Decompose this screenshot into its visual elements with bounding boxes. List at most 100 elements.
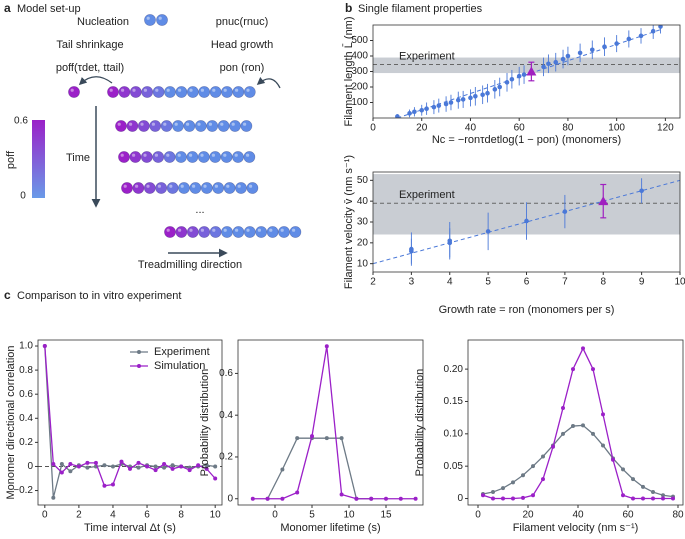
- point: [626, 36, 632, 42]
- series-point: [170, 463, 175, 468]
- monomer-shine: [235, 88, 239, 92]
- point: [460, 97, 466, 102]
- monomer-shine: [132, 153, 136, 157]
- monomer-shine: [70, 88, 74, 92]
- series-point: [250, 496, 255, 501]
- monomer: [152, 86, 165, 98]
- x-tick-label: 6: [144, 510, 150, 521]
- point: [553, 59, 559, 65]
- monomer-shine: [135, 184, 139, 188]
- monomer: [200, 182, 213, 194]
- x-tick-label: 120: [657, 123, 674, 134]
- monomer: [121, 182, 133, 194]
- x-tick-label: 100: [608, 123, 625, 134]
- panel-label: a: [4, 1, 11, 15]
- monomer-shine: [200, 153, 204, 157]
- y-tick-label: 1.0: [19, 341, 33, 352]
- monomer-shine: [180, 184, 184, 188]
- monomer-shine: [235, 228, 239, 232]
- monomer-shine: [140, 122, 144, 126]
- monomer-shine: [231, 122, 235, 126]
- x-tick-label: 3: [409, 277, 415, 288]
- series-point: [511, 480, 515, 485]
- x-tick-label: 15: [380, 510, 392, 521]
- x-tick-label: 4: [447, 277, 453, 288]
- monomer-shine: [220, 122, 224, 126]
- label: Tail shrinkage: [56, 39, 123, 51]
- series-point: [561, 405, 565, 410]
- series-point: [601, 443, 605, 448]
- monomer-shine: [146, 16, 150, 20]
- plot-area: [250, 344, 418, 501]
- monomer-shine: [143, 88, 147, 92]
- series-point: [85, 460, 90, 465]
- x-tick-label: 10: [674, 277, 685, 288]
- point: [639, 188, 644, 194]
- series-point: [162, 465, 167, 470]
- monomer: [243, 226, 256, 238]
- monomer: [68, 86, 80, 98]
- monomer-shine: [186, 122, 190, 126]
- y-tick-label: 0.20: [444, 364, 464, 375]
- monomer-shine: [146, 184, 150, 188]
- y-axis-label: Filament length L̄ (nm): [342, 16, 355, 126]
- point: [541, 64, 546, 70]
- plot: 0 20 40 60 80 0 0.05 0.10 0.15 0.20 Filament veloc…: [414, 339, 684, 534]
- point: [658, 25, 663, 29]
- monomer-shine: [174, 122, 178, 126]
- monomer: [232, 226, 245, 238]
- plot-area: [373, 25, 680, 118]
- monomer-shine: [177, 153, 181, 157]
- y-tick-label: 0.10: [444, 428, 464, 439]
- monomer: [129, 151, 142, 163]
- y-tick-label: 10: [357, 258, 369, 269]
- label: Head growth: [211, 39, 273, 51]
- point: [492, 87, 498, 92]
- series-point: [571, 424, 575, 429]
- series-point: [187, 468, 192, 473]
- y-tick-label: 100: [351, 97, 368, 108]
- series-point: [93, 460, 98, 465]
- y-tick-label: 40: [357, 196, 369, 207]
- monomer: [186, 86, 199, 98]
- monomer: [186, 151, 199, 163]
- monomer: [209, 86, 222, 98]
- x-axis-label: Monomer lifetime (s): [280, 522, 380, 534]
- monomer-shine: [129, 122, 133, 126]
- point: [455, 97, 461, 103]
- monomer: [118, 86, 131, 98]
- monomer-shine: [280, 228, 284, 232]
- x-axis-label: Growth rate = ron (monomers per s): [439, 304, 615, 316]
- series-point: [119, 459, 124, 464]
- x-tick-label: 8: [600, 277, 606, 288]
- monomer-shine: [214, 184, 218, 188]
- monomer-shine: [132, 88, 136, 92]
- series-point: [179, 464, 184, 469]
- series-point: [521, 473, 525, 478]
- series-point: [213, 464, 218, 469]
- monomer-shine: [197, 122, 201, 126]
- point: [560, 56, 566, 62]
- series-point: [51, 495, 56, 500]
- series-point: [651, 490, 655, 495]
- series-point: [651, 496, 655, 501]
- monomer: [221, 226, 233, 238]
- monomer-shine: [223, 153, 227, 157]
- series-point: [491, 496, 495, 501]
- x-tick-label: 10: [343, 510, 355, 521]
- y-tick-label: 0: [27, 461, 33, 472]
- monomer-shine: [200, 228, 204, 232]
- x-tick-label: 6: [524, 277, 530, 288]
- label: Treadmilling direction: [138, 259, 242, 271]
- y-tick-label: 0.2: [19, 437, 33, 448]
- monomer: [160, 120, 173, 132]
- point: [602, 44, 607, 49]
- series-line: [482, 346, 673, 500]
- head-arrow: [256, 76, 281, 89]
- colorbar: [32, 120, 45, 198]
- series-point: [76, 464, 81, 469]
- monomer-shine: [178, 88, 182, 92]
- x-axis-label: Time interval Δt (s): [84, 522, 176, 534]
- series-point: [621, 467, 625, 472]
- legend-label: Experiment: [154, 346, 210, 358]
